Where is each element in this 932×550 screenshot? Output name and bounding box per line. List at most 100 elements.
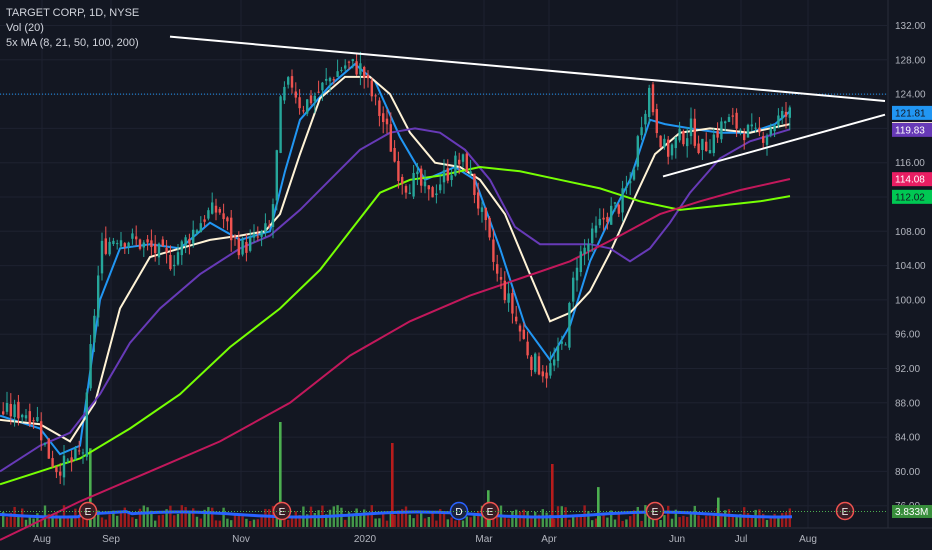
volume-bar <box>184 507 187 527</box>
volume-bar <box>17 514 20 527</box>
candle-body <box>207 210 210 219</box>
candle-body <box>17 401 20 419</box>
candle-body <box>670 144 674 156</box>
volume-bar <box>659 519 662 527</box>
volume-bar <box>89 448 92 527</box>
volume-bar <box>165 509 168 527</box>
earnings-marker[interactable]: E <box>835 501 855 521</box>
symbol-title[interactable]: TARGET CORP, 1D, NYSE <box>6 7 140 19</box>
candle-body <box>241 240 244 255</box>
volume-bar <box>587 511 590 527</box>
volume-bar <box>518 511 522 527</box>
candle-body <box>382 113 385 122</box>
volume-bar <box>617 513 620 527</box>
volume-bar <box>138 508 142 527</box>
volume-bar <box>644 505 647 527</box>
price-axis[interactable]: 132.00128.00124.00120.00116.00112.00108.… <box>895 21 926 512</box>
volume-bar <box>385 520 389 527</box>
volume-bar <box>351 514 354 527</box>
volume-bar <box>598 516 601 527</box>
volume-bar <box>572 515 575 527</box>
candle-body <box>321 82 324 91</box>
volume-bar <box>317 510 320 527</box>
volume-bar <box>579 515 582 527</box>
volume-bar <box>511 511 514 527</box>
candle-body <box>750 124 753 127</box>
time-tick-label: Jul <box>735 534 748 545</box>
candle-body <box>51 458 54 467</box>
candle-body <box>579 251 582 273</box>
candle-body <box>62 455 66 478</box>
candle-body <box>237 238 240 256</box>
volume-bar <box>51 517 54 527</box>
candle-body <box>142 242 145 248</box>
time-tick-label: Nov <box>232 534 250 545</box>
candle-body <box>556 346 560 361</box>
candle-body <box>119 240 123 247</box>
volume-bar <box>2 512 5 527</box>
candle-body <box>716 130 719 138</box>
volume-bar <box>454 520 457 527</box>
volume-bar <box>119 513 123 527</box>
earnings-marker-label: E <box>85 507 92 518</box>
volume-bar <box>393 514 396 527</box>
candle-body <box>116 243 119 245</box>
volume-bar <box>173 515 176 527</box>
candle-body <box>325 78 328 81</box>
volume-bar <box>693 505 696 527</box>
candle-body <box>788 107 791 118</box>
candle-body <box>249 237 252 251</box>
candle-body <box>651 84 655 113</box>
volume-bar <box>682 515 685 527</box>
volume-bar <box>366 515 370 527</box>
candle-body <box>629 180 632 184</box>
candle-body <box>298 97 301 109</box>
volume-bar <box>268 509 271 527</box>
trendlines[interactable] <box>169 35 886 178</box>
candle-body <box>701 138 704 150</box>
price-tick-label: 128.00 <box>895 55 926 66</box>
volume-bar <box>195 516 199 527</box>
candle-body <box>458 159 461 165</box>
volume-bar <box>708 515 712 527</box>
volume-bar <box>469 517 472 527</box>
price-tick-label: 84.00 <box>895 433 920 444</box>
volume-bar <box>21 508 24 527</box>
volume-bar <box>404 506 408 527</box>
time-tick-label: Aug <box>799 534 817 545</box>
volume-bar <box>640 520 643 527</box>
candle-body <box>218 208 221 213</box>
volume-bar <box>290 516 294 527</box>
candle-body <box>769 128 772 135</box>
volume-bar <box>256 519 259 527</box>
volume-bar <box>465 516 468 527</box>
candle-body <box>735 112 738 129</box>
candle-body <box>693 118 696 146</box>
volume-bar <box>739 514 742 527</box>
ma-indicator-label[interactable]: 5x MA (8, 21, 50, 100, 200) <box>6 37 139 49</box>
trendline[interactable] <box>662 113 886 178</box>
candle-body <box>743 133 746 141</box>
trendline[interactable] <box>169 35 886 102</box>
candle-body <box>161 239 164 247</box>
volume-bar <box>249 520 252 527</box>
volume-bar <box>5 517 9 527</box>
volume-bar <box>78 515 81 527</box>
volume-bar <box>389 512 392 527</box>
time-tick-label: Sep <box>102 534 120 545</box>
ma-line-ma100 <box>0 165 791 486</box>
volume-bar <box>123 507 126 527</box>
time-axis[interactable]: Aug Sep Nov 2020 Mar Apr Jun Jul Aug <box>33 534 817 545</box>
volume-bar <box>116 515 119 527</box>
price-tick-label: 80.00 <box>895 467 920 478</box>
candle-body <box>412 173 415 197</box>
candle-body <box>150 240 153 248</box>
volume-indicator-label[interactable]: Vol (20) <box>6 22 44 34</box>
candle-body <box>97 275 100 318</box>
candle-body <box>165 247 168 253</box>
candle-body <box>184 237 187 246</box>
volume-bar <box>203 509 206 527</box>
price-tick-label: 96.00 <box>895 330 920 341</box>
candle-body <box>496 264 499 274</box>
